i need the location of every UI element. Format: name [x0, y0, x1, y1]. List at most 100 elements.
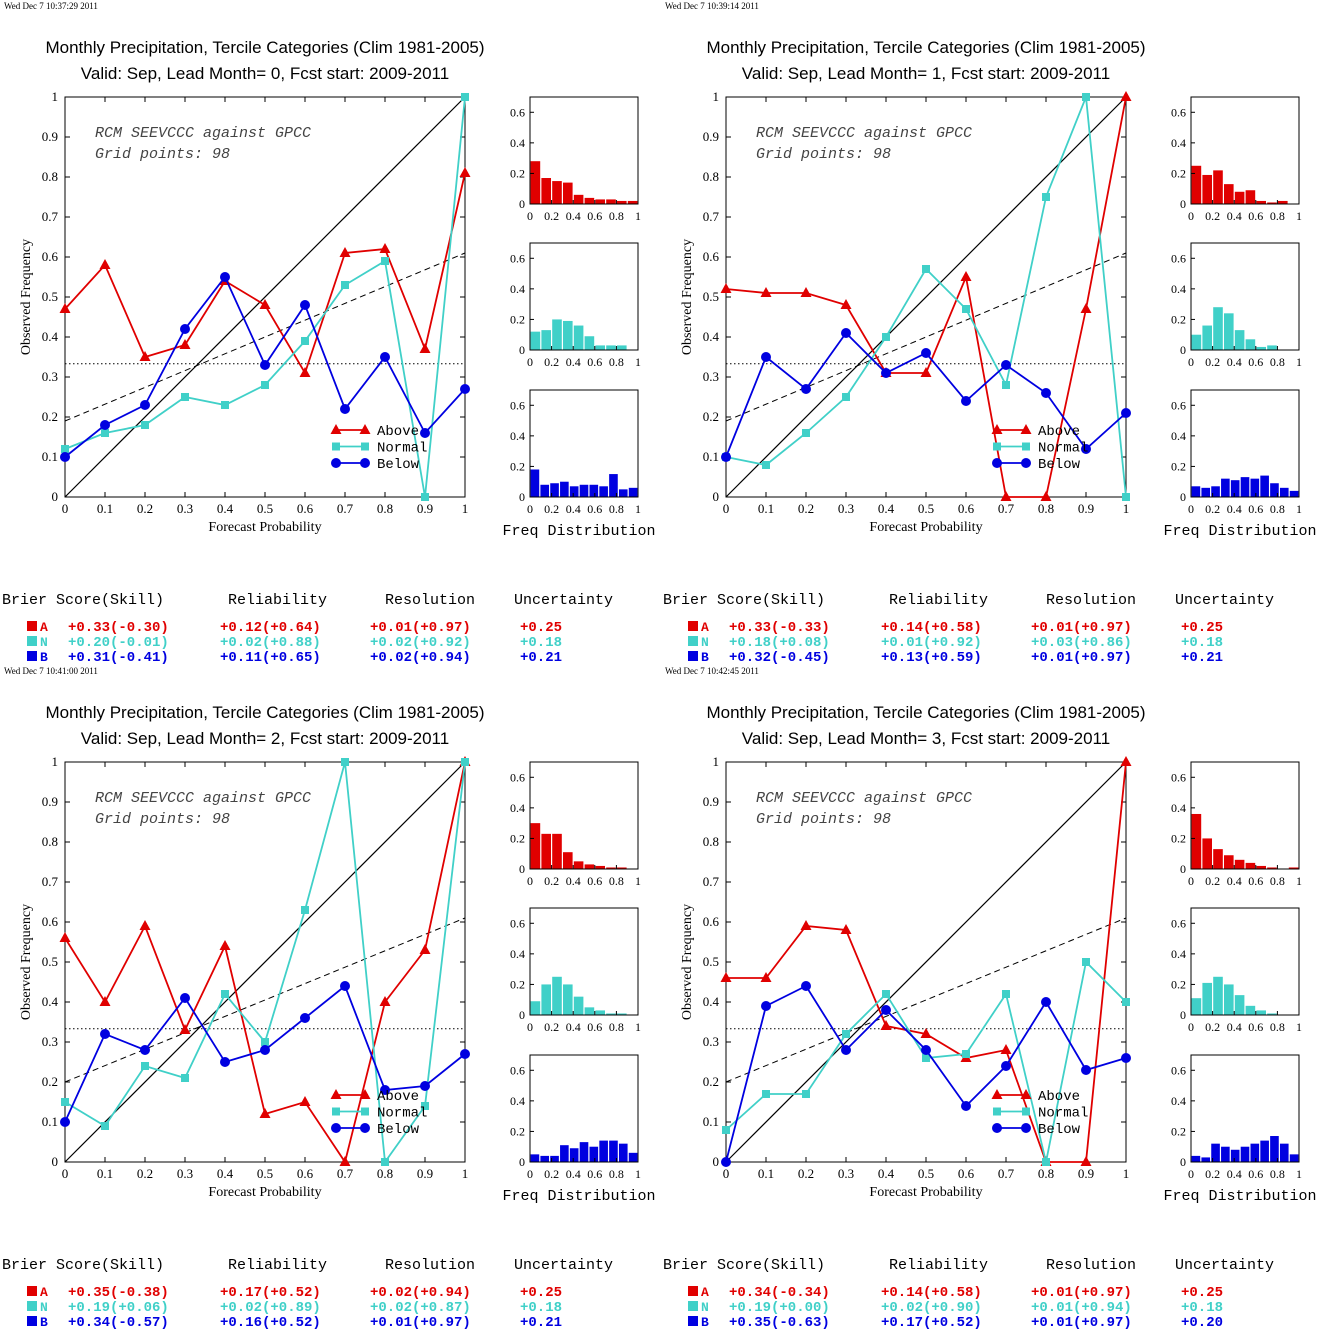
- data-point-below: [180, 993, 190, 1003]
- score-value: +0.01(+0.97): [1031, 1285, 1132, 1301]
- legend-marker: [359, 424, 371, 434]
- hist-x-tick-label: 1: [635, 502, 641, 516]
- y-tick-label: 1: [713, 754, 720, 769]
- data-point-normal: [1082, 93, 1090, 101]
- data-point-below: [180, 324, 190, 334]
- data-point-above: [219, 940, 231, 950]
- legend-marker: [361, 1107, 369, 1116]
- data-point-above: [760, 972, 772, 982]
- histogram-bar-below: [560, 1145, 569, 1162]
- annotation-label: Grid points: 98: [95, 811, 230, 828]
- x-tick-label: 0.5: [257, 1166, 273, 1181]
- timestamp-label: Wed Dec 7 10:39:14 2011: [665, 1, 759, 11]
- hist-y-tick-label: 0: [1180, 490, 1186, 504]
- data-point-above: [299, 367, 311, 377]
- score-swatch: [688, 651, 698, 661]
- y-tick-label: 1: [52, 754, 59, 769]
- histogram-bar-below: [1201, 487, 1211, 497]
- score-header: Brier Score(Skill): [2, 1257, 164, 1274]
- data-point-above: [259, 1108, 271, 1118]
- data-point-above: [379, 243, 391, 253]
- hist-y-tick-label: 0.6: [510, 251, 525, 265]
- hist-y-tick-label: 0: [1180, 1008, 1186, 1022]
- hist-y-tick-label: 0: [519, 197, 525, 211]
- legend-marker: [359, 1089, 371, 1099]
- score-value: +0.21: [1181, 650, 1223, 666]
- histogram-bar-below: [1289, 1154, 1299, 1162]
- x-tick-label: 0: [723, 501, 730, 516]
- data-point-above: [1000, 1044, 1012, 1054]
- histogram-bar-below: [1250, 478, 1260, 497]
- data-point-normal: [1042, 193, 1050, 201]
- x-tick-label: 1: [1123, 501, 1130, 516]
- y-tick-label: 0.9: [703, 794, 719, 809]
- hist-x-tick-label: 0: [527, 209, 533, 223]
- histogram-bar-normal: [1213, 307, 1223, 350]
- data-point-above: [99, 996, 111, 1006]
- data-point-above: [1080, 303, 1092, 313]
- score-category-letter: A: [40, 1285, 48, 1300]
- legend-marker: [1021, 1123, 1031, 1133]
- hist-x-tick-label: 0.2: [1205, 874, 1220, 888]
- data-point-below: [1001, 360, 1011, 370]
- histogram-bar-above: [1267, 202, 1277, 204]
- hist-y-tick-label: 0: [1180, 343, 1186, 357]
- hist-y-tick-label: 0.4: [1171, 429, 1186, 443]
- data-point-normal: [1122, 998, 1130, 1006]
- data-point-below: [260, 360, 270, 370]
- score-value: +0.02(+0.89): [220, 1300, 321, 1316]
- x-tick-label: 0.6: [958, 1166, 975, 1181]
- data-point-above: [720, 283, 732, 293]
- x-tick-label: 0.3: [177, 1166, 193, 1181]
- score-swatch: [27, 636, 37, 646]
- histogram-bar-above: [1288, 867, 1299, 869]
- histogram-bar-above: [1267, 867, 1277, 869]
- score-value: +0.02(+0.88): [220, 635, 321, 651]
- histogram-bar-normal: [1202, 325, 1212, 350]
- y-tick-label: 0: [713, 1154, 720, 1169]
- histogram-bar-normal: [1234, 330, 1245, 350]
- data-point-below: [721, 452, 731, 462]
- hist-y-tick-label: 0.6: [510, 1063, 525, 1077]
- histogram-bar-above: [552, 833, 562, 869]
- x-tick-label: 0.3: [177, 501, 193, 516]
- hist-y-tick-label: 0.4: [1171, 282, 1186, 296]
- data-point-normal: [421, 493, 429, 501]
- histogram-bar-above: [563, 182, 573, 204]
- histogram-bar-above: [552, 181, 562, 204]
- x-tick-label: 0.3: [838, 1166, 854, 1181]
- score-value: +0.02(+0.94): [370, 1285, 471, 1301]
- score-value: +0.01(+0.94): [1031, 1300, 1132, 1316]
- x-tick-label: 0.8: [1038, 1166, 1054, 1181]
- histogram-bar-above: [530, 161, 541, 204]
- hist-y-tick-label: 0.2: [510, 1124, 525, 1138]
- freq-distribution-label: Freq Distribution: [1163, 1188, 1316, 1205]
- perfect-reliability-line: [64, 761, 466, 1163]
- x-tick-label: 1: [462, 501, 469, 516]
- hist-x-tick-label: 0: [527, 1167, 533, 1181]
- x-tick-label: 0.2: [137, 1166, 153, 1181]
- legend-marker: [332, 442, 340, 451]
- score-value: +0.18: [1181, 1300, 1223, 1316]
- data-point-below: [420, 428, 430, 438]
- data-point-below: [881, 1005, 891, 1015]
- y-tick-label: 0.6: [703, 914, 720, 929]
- data-point-below: [841, 328, 851, 338]
- histogram-bar-below: [1191, 486, 1201, 497]
- data-point-below: [340, 404, 350, 414]
- score-value: +0.25: [520, 620, 562, 636]
- hist-x-tick-label: 0.4: [566, 1020, 581, 1034]
- hist-y-tick-label: 0: [519, 1008, 525, 1022]
- data-point-above: [259, 299, 271, 309]
- hist-x-tick-label: 1: [635, 355, 641, 369]
- hist-x-tick-label: 0: [1188, 502, 1194, 516]
- hist-y-tick-label: 0.4: [1171, 1094, 1186, 1108]
- annotation-label: RCM SEEVCCC against GPCC: [95, 790, 311, 807]
- hist-x-tick-label: 0.6: [1248, 874, 1263, 888]
- histogram-bar-above: [541, 833, 551, 869]
- data-point-below: [60, 1117, 70, 1127]
- data-point-normal: [962, 305, 970, 313]
- hist-y-tick-label: 0.4: [1171, 801, 1186, 815]
- histogram-frame: [529, 389, 639, 498]
- data-point-below: [1081, 444, 1091, 454]
